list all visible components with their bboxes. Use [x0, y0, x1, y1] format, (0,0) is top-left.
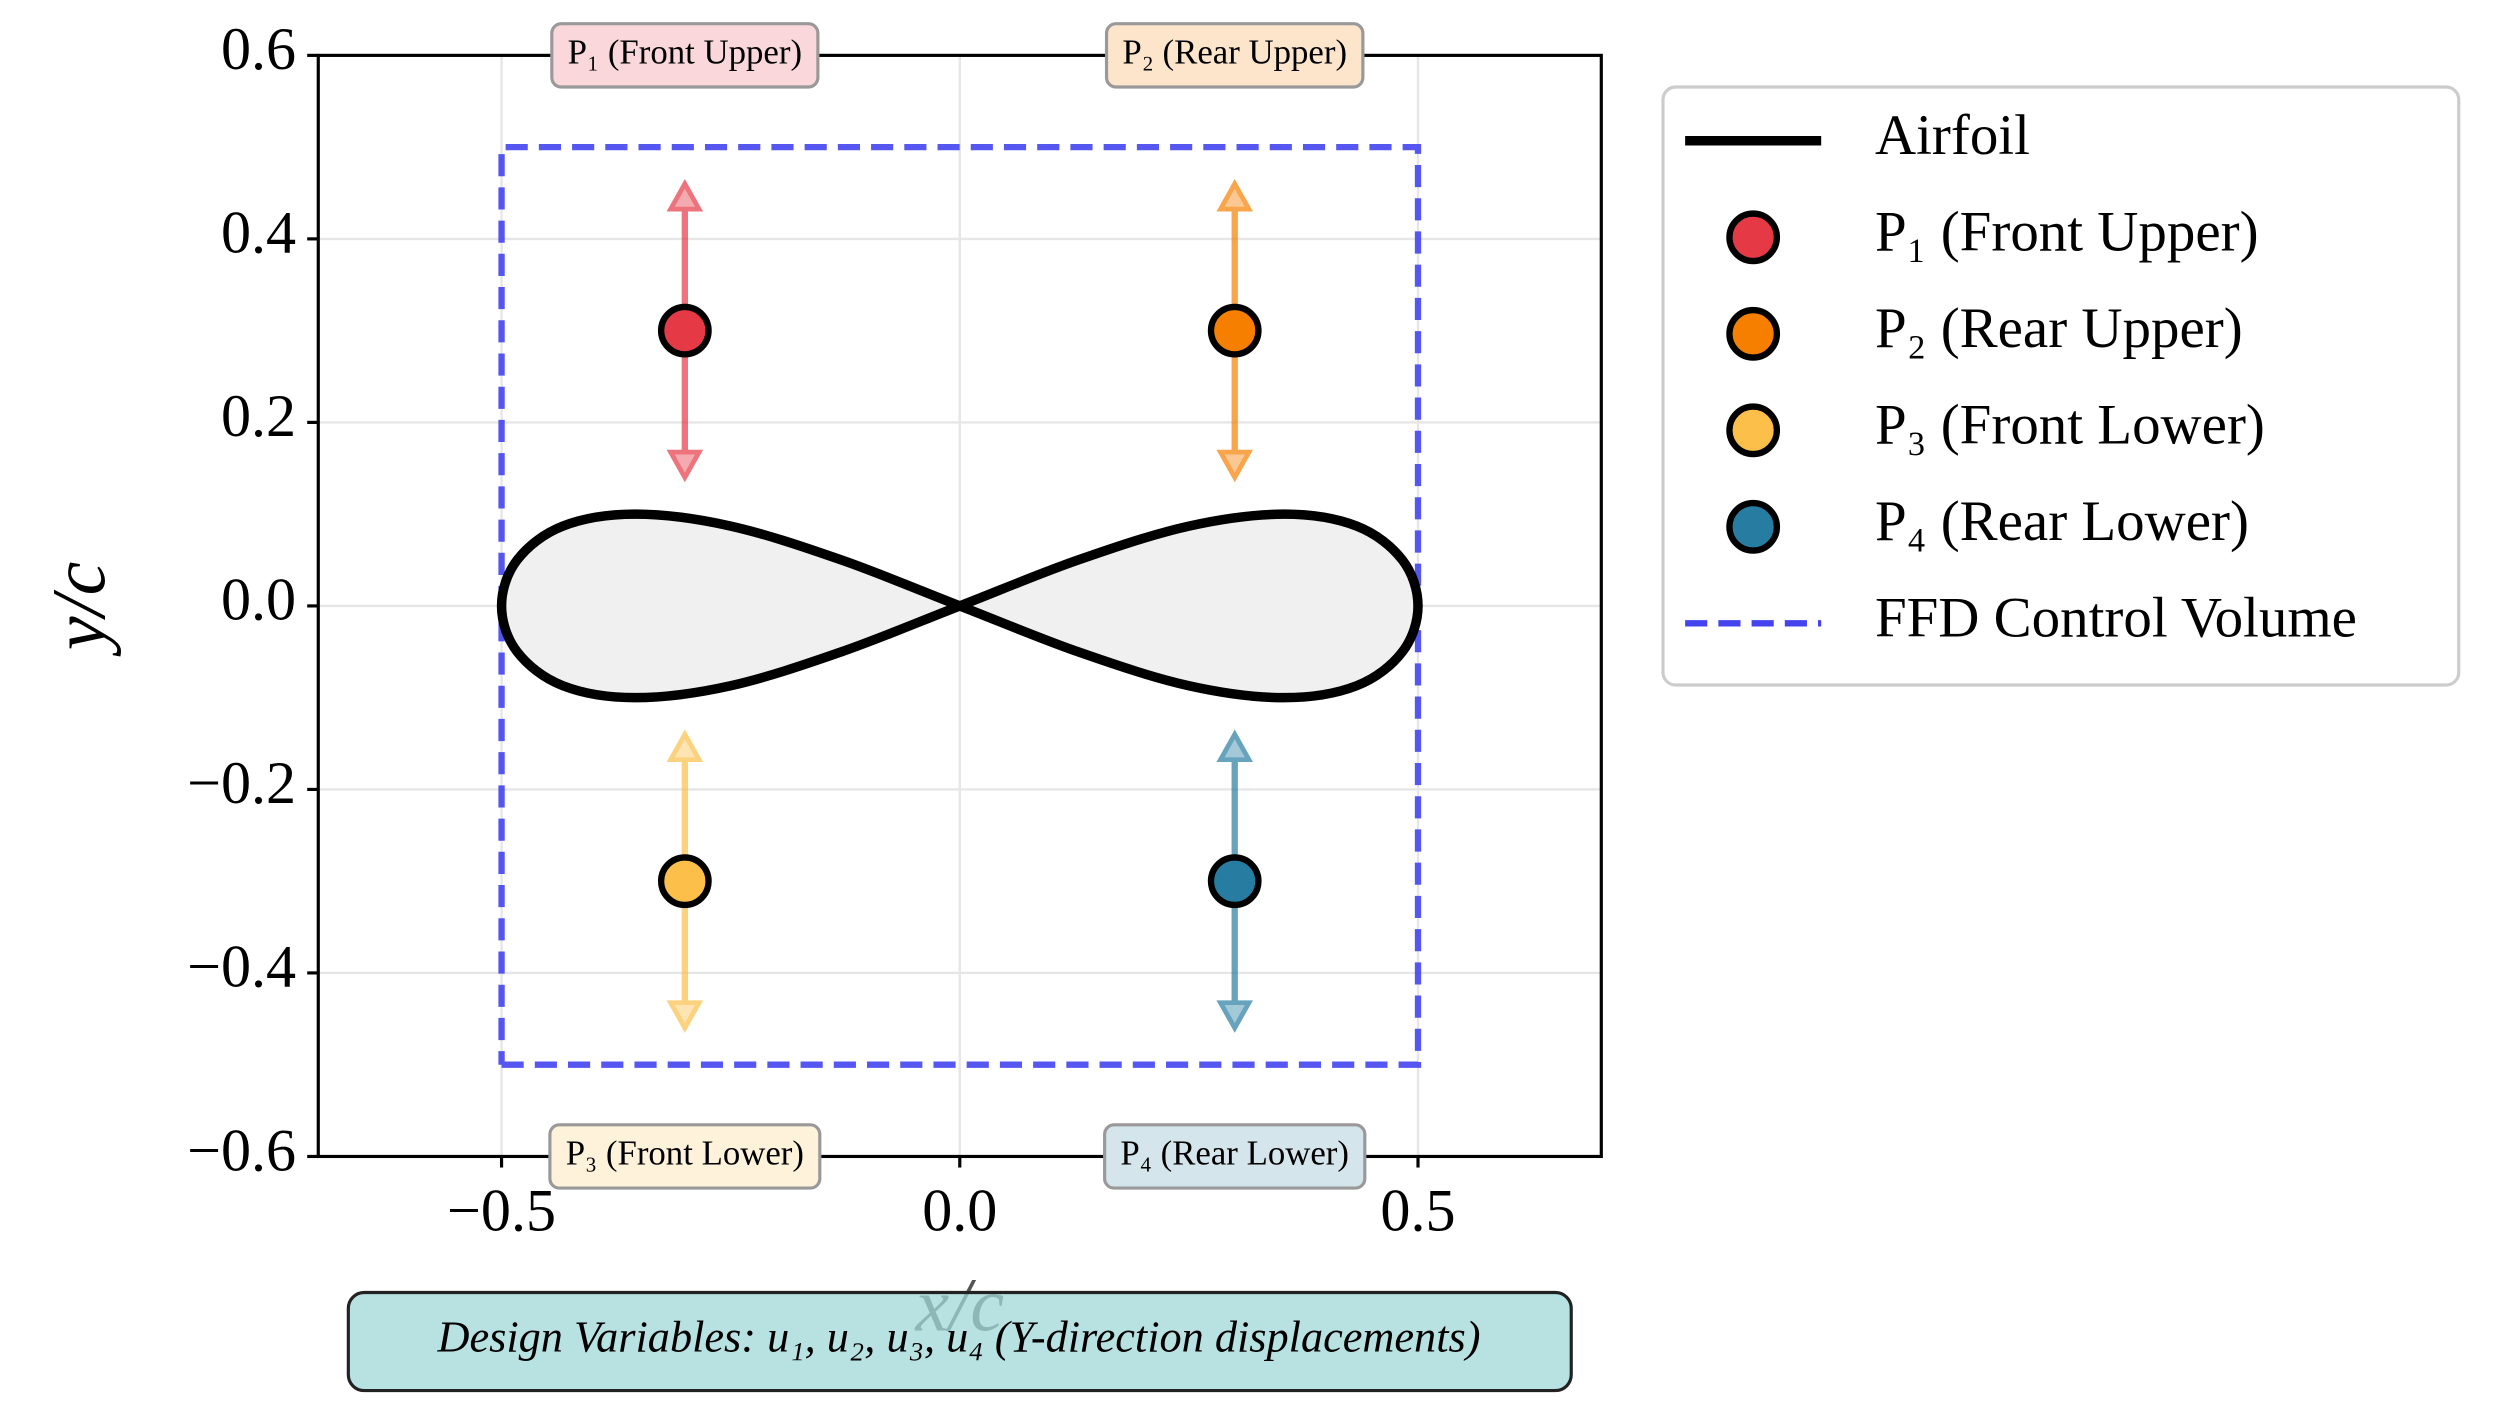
ffd-box: [498, 143, 1422, 1068]
note: Design Variables: u₁, u₂, u₃, u₄ (Y-dire…: [436, 1313, 1480, 1362]
legend-marker: [1726, 210, 1781, 265]
annotation-box: [1103, 1123, 1367, 1190]
y-tick-label: 0.4: [221, 200, 296, 267]
annotation-box: [1104, 22, 1365, 89]
control-point: [657, 303, 712, 358]
control-point: [657, 854, 712, 909]
y-tick-label: 0.0: [221, 567, 296, 634]
annotation-label: P₁ (Front Upper): [568, 32, 802, 71]
control-point: [1207, 854, 1262, 909]
legend-label: P₄ (Rear Lower): [1875, 490, 2249, 553]
legend-label: FFD Control Volume: [1875, 586, 2357, 649]
arrow-head: [1216, 729, 1254, 763]
annotation-label: P₃ (Front Lower): [566, 1133, 804, 1172]
y-tick-label: −0.4: [187, 934, 296, 1001]
legend-marker: [1726, 403, 1781, 458]
y-tick-label: −0.2: [187, 750, 296, 817]
annotation-label: P₄ (Rear Lower): [1120, 1133, 1349, 1172]
legend-marker: [1726, 306, 1781, 361]
y-tick-label: 0.6: [221, 16, 296, 83]
airfoil: [496, 509, 1423, 703]
x-tick-label: 0.5: [1380, 1177, 1455, 1244]
annotation-box: [550, 22, 820, 89]
legend-label: Airfoil: [1875, 104, 2030, 167]
arrow-head: [666, 178, 704, 212]
legend-label: P₁ (Front Upper): [1875, 200, 2259, 263]
x-tick-label: 0.0: [922, 1177, 997, 1244]
legend-label: P₃ (Front Lower): [1875, 393, 2265, 456]
y-tick-label: 0.2: [221, 383, 296, 450]
annotation-box: [548, 1123, 822, 1190]
annotation-label: P₂ (Rear Upper): [1122, 32, 1347, 71]
arrow-head: [666, 729, 704, 763]
legend-box: [1661, 85, 2461, 687]
x-tick-label: −0.5: [447, 1177, 556, 1244]
arrow-head: [1216, 449, 1254, 483]
y-axis-label: y/c: [38, 562, 122, 658]
legend-marker: [1726, 499, 1781, 554]
arrow-head: [666, 449, 704, 483]
legend-label: P₂ (Rear Upper): [1875, 297, 2243, 360]
y-tick-label: −0.6: [187, 1117, 296, 1184]
arrow-head: [1216, 1000, 1254, 1033]
control-point: [1207, 303, 1262, 358]
note-box: [346, 1290, 1573, 1393]
arrow-head: [666, 1000, 704, 1033]
arrow-head: [1216, 178, 1254, 212]
